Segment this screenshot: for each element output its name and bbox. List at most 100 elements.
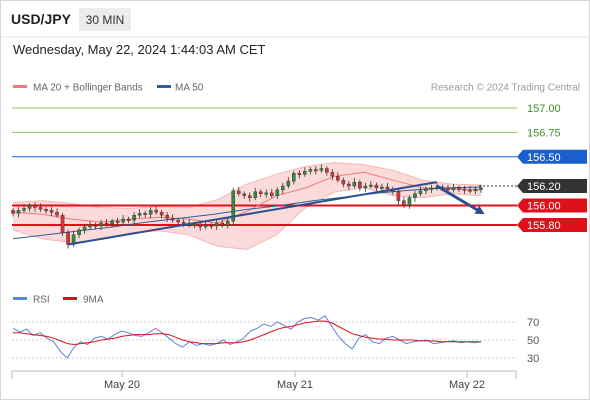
candle-body [66, 232, 70, 245]
candle-body [280, 185, 285, 191]
candle-body [380, 186, 384, 189]
candle-body [308, 169, 313, 172]
candle-body [93, 224, 98, 227]
candle-body [341, 179, 346, 185]
candle-body [468, 189, 472, 192]
candle-body [418, 190, 423, 194]
candle-body [82, 226, 87, 231]
candle-body [385, 186, 390, 190]
candle-body [446, 187, 450, 191]
ma20-legend-label: MA 20 + Bollinger Bands [33, 83, 143, 94]
rsi-legend-label: RSI [33, 295, 50, 306]
rsi-series-9ma [13, 320, 481, 346]
level-label-156.00: 156.00 [527, 201, 561, 213]
rsi-legend-swatch [13, 297, 27, 300]
datetime-label: Wednesday, May 22, 2024 1:44:03 AM CET [13, 42, 265, 57]
level-tag-156.20 [517, 179, 587, 193]
candle-body [33, 205, 37, 208]
candle-body [258, 191, 263, 195]
candle-body [462, 188, 467, 191]
candle-body [115, 220, 120, 223]
level-label-156.75: 156.75 [527, 127, 561, 139]
candle-body [165, 215, 169, 219]
level-label-156.20: 156.20 [527, 181, 561, 193]
timeframe-label: 30 MIN [86, 13, 125, 27]
candle-body [121, 218, 125, 223]
candle-body [451, 187, 456, 191]
candle-body [198, 223, 203, 228]
candle-body [269, 192, 274, 196]
candle-body [231, 190, 236, 222]
candle-body [429, 187, 434, 190]
candle-body [479, 187, 483, 190]
ma20-line [12, 171, 482, 224]
rsi-series-rsi [12, 315, 482, 359]
symbol-title: USD/JPY [11, 11, 72, 27]
candle-body [126, 218, 131, 221]
candle-body [275, 189, 280, 196]
candle-body [264, 192, 269, 195]
level-label-155.80: 155.80 [527, 220, 561, 232]
level-tag-156.50 [517, 149, 587, 164]
candle-body [148, 210, 153, 215]
candle-body [49, 210, 54, 213]
candle-body [292, 173, 296, 182]
candle-body [336, 176, 340, 181]
credit-label: Research © 2024 Trading Central [431, 83, 580, 94]
candle-body [154, 210, 158, 213]
candle-body [181, 221, 186, 224]
candle-body [297, 173, 302, 176]
candle-body [159, 212, 164, 216]
candle-body [38, 207, 43, 210]
candle-body [319, 168, 324, 171]
candle-body [347, 183, 351, 187]
rsi-tick-30: 30 [527, 353, 539, 365]
candle-body [242, 193, 247, 196]
candle-body [77, 229, 81, 235]
timeframe-badge[interactable] [79, 8, 131, 31]
rsi-ma-legend-label: 9MA [83, 295, 104, 306]
candle-body [11, 210, 15, 214]
candle-body [402, 200, 406, 206]
candle-body [253, 191, 258, 198]
candle-body [16, 210, 21, 214]
x-tick-label: May 22 [449, 379, 485, 391]
candle-body [407, 197, 412, 206]
candle-body [314, 169, 318, 172]
candle-body [176, 219, 180, 223]
candle-body [413, 193, 417, 198]
candle-body [132, 215, 136, 221]
level-tag-156.00 [517, 198, 587, 213]
candle-body [99, 222, 103, 227]
candle-body [236, 190, 241, 194]
candle-body [303, 171, 307, 175]
candle-body [325, 168, 329, 173]
x-tick-label: May 21 [277, 379, 313, 391]
rsi-ma-legend-swatch [63, 297, 77, 300]
support-trendline [67, 181, 438, 246]
rsi-tick-50: 50 [527, 335, 539, 347]
candle-body [60, 215, 65, 233]
candle-body [88, 224, 92, 228]
price-chart: 157.00 156.75 156.50 156.20 156.00 155.80 [11, 103, 587, 250]
candle-body [110, 220, 114, 225]
ma50-legend-swatch [157, 85, 171, 88]
candle-body [137, 213, 142, 216]
candle-body [247, 195, 252, 198]
candle-body [225, 220, 230, 226]
candle-body [457, 187, 461, 190]
x-axis: May 20 May 21 May 22 [11, 370, 517, 391]
candle-body [22, 208, 26, 211]
candle-body [424, 188, 428, 192]
candle-body [374, 184, 379, 189]
candle-body [358, 181, 362, 189]
candle-body [209, 224, 214, 227]
candle-body [27, 205, 32, 209]
level-label-156.50: 156.50 [527, 152, 561, 164]
candle-body [104, 222, 109, 225]
ma20-legend-swatch [13, 85, 27, 88]
candle-body [286, 180, 291, 187]
rsi-chart: 70 50 30 [12, 315, 539, 365]
